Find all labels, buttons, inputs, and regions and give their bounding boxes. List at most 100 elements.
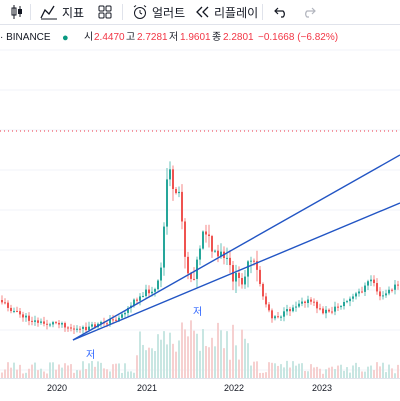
candle-body — [115, 319, 117, 321]
volume-bar — [223, 348, 225, 378]
candle-body — [16, 310, 18, 312]
volume-bar — [337, 365, 339, 378]
candle-body — [58, 322, 60, 325]
candle-body — [217, 250, 219, 257]
candle-body — [349, 298, 351, 302]
candle-body — [259, 269, 261, 284]
volume-bar — [388, 364, 390, 378]
candle-body — [64, 323, 66, 328]
volume-bar — [79, 370, 81, 378]
volume-bar — [298, 363, 300, 378]
volume-bar — [256, 361, 258, 378]
top-toolbar: 지표 얼러트 리플레이 — [0, 0, 400, 25]
candle-body — [4, 302, 6, 304]
volume-bar — [301, 363, 303, 378]
volume-bar — [277, 365, 279, 378]
candle-body — [31, 320, 33, 322]
volume-bar — [73, 372, 75, 378]
annotation-label: 저 — [193, 307, 203, 318]
low-label: 저 — [169, 32, 179, 43]
candle-body — [61, 323, 63, 325]
layouts-icon[interactable] — [98, 0, 112, 24]
volume-bar — [94, 366, 96, 378]
candle-body — [304, 301, 306, 304]
volume-bar — [178, 340, 180, 378]
candle-body — [205, 231, 207, 235]
volume-bar — [367, 366, 369, 378]
alert-button[interactable]: 얼러트 — [132, 0, 185, 24]
candle-body — [109, 319, 111, 324]
candle-body — [370, 279, 372, 282]
candle-body — [220, 251, 222, 257]
volume-bar — [175, 351, 177, 378]
volume-bar — [268, 362, 270, 378]
volume-bar — [55, 369, 57, 378]
volume-bar — [148, 347, 150, 378]
candle-body — [283, 311, 285, 317]
volume-bar — [112, 364, 114, 378]
volume-bar — [343, 370, 345, 378]
candle-body — [358, 291, 360, 294]
volume-bar — [88, 363, 90, 378]
volume-bar — [271, 362, 273, 378]
volume-bar — [226, 331, 228, 378]
volume-bar — [253, 361, 255, 378]
volume-bar — [76, 370, 78, 378]
volume-bar — [262, 372, 264, 378]
candle-body — [319, 308, 321, 310]
volume-bar — [37, 370, 39, 378]
candle-body — [226, 257, 228, 259]
candle-body — [13, 310, 15, 312]
volume-bar — [61, 367, 63, 378]
volume-bar — [325, 369, 327, 378]
candle-body — [373, 279, 375, 284]
indicators-button[interactable]: 지표 — [40, 0, 84, 24]
volume-bar — [16, 369, 18, 378]
candle-body — [85, 326, 87, 331]
replay-button[interactable]: 리플레이 — [196, 0, 258, 24]
volume-bar — [106, 369, 108, 378]
volume-bar — [199, 350, 201, 378]
volume-bar — [292, 361, 294, 378]
x-tick-label: 2020 — [46, 383, 68, 393]
volume-bar — [310, 364, 312, 378]
volume-bar — [19, 364, 21, 378]
volume-bar — [97, 361, 99, 378]
volume-bar — [319, 368, 321, 378]
volume-bar — [109, 371, 111, 378]
volume-bar — [385, 372, 387, 378]
volume-bar — [139, 331, 141, 378]
volume-bar — [238, 359, 240, 378]
candle-body — [247, 261, 249, 277]
time-axis[interactable]: 2020 2021 2022 2023 — [0, 378, 400, 401]
volume-bar — [52, 362, 54, 378]
candle-body — [352, 296, 354, 299]
candle-body — [385, 293, 387, 296]
candle-body — [190, 273, 192, 279]
candle-body — [298, 303, 300, 307]
candle-body — [145, 289, 147, 296]
volume-bar — [196, 333, 198, 378]
volume-bar — [289, 367, 291, 378]
volume-bar — [46, 373, 48, 378]
volume-bar — [214, 346, 216, 378]
candle-body — [73, 328, 75, 330]
volume-bar — [181, 322, 183, 378]
undo-icon[interactable] — [274, 0, 288, 24]
candle-body — [49, 324, 51, 326]
symbol-exchange[interactable]: · BINANCE — [0, 32, 51, 43]
volume-bar — [169, 332, 171, 378]
volume-bar — [130, 371, 132, 378]
candles-icon[interactable] — [10, 0, 24, 24]
candle-body — [139, 296, 141, 301]
open-value: 2.4470 — [94, 32, 125, 43]
redo-icon[interactable] — [302, 0, 316, 24]
candle-body — [376, 283, 378, 292]
volume-bar — [133, 372, 135, 378]
candle-body — [82, 326, 84, 329]
candle-body — [193, 278, 195, 280]
candle-body — [256, 261, 258, 270]
ohlc-legend: · BINANCE ● 시 2.4470 고 2.7281 저 1.9601 종… — [0, 30, 400, 46]
volume-bar — [373, 370, 375, 378]
